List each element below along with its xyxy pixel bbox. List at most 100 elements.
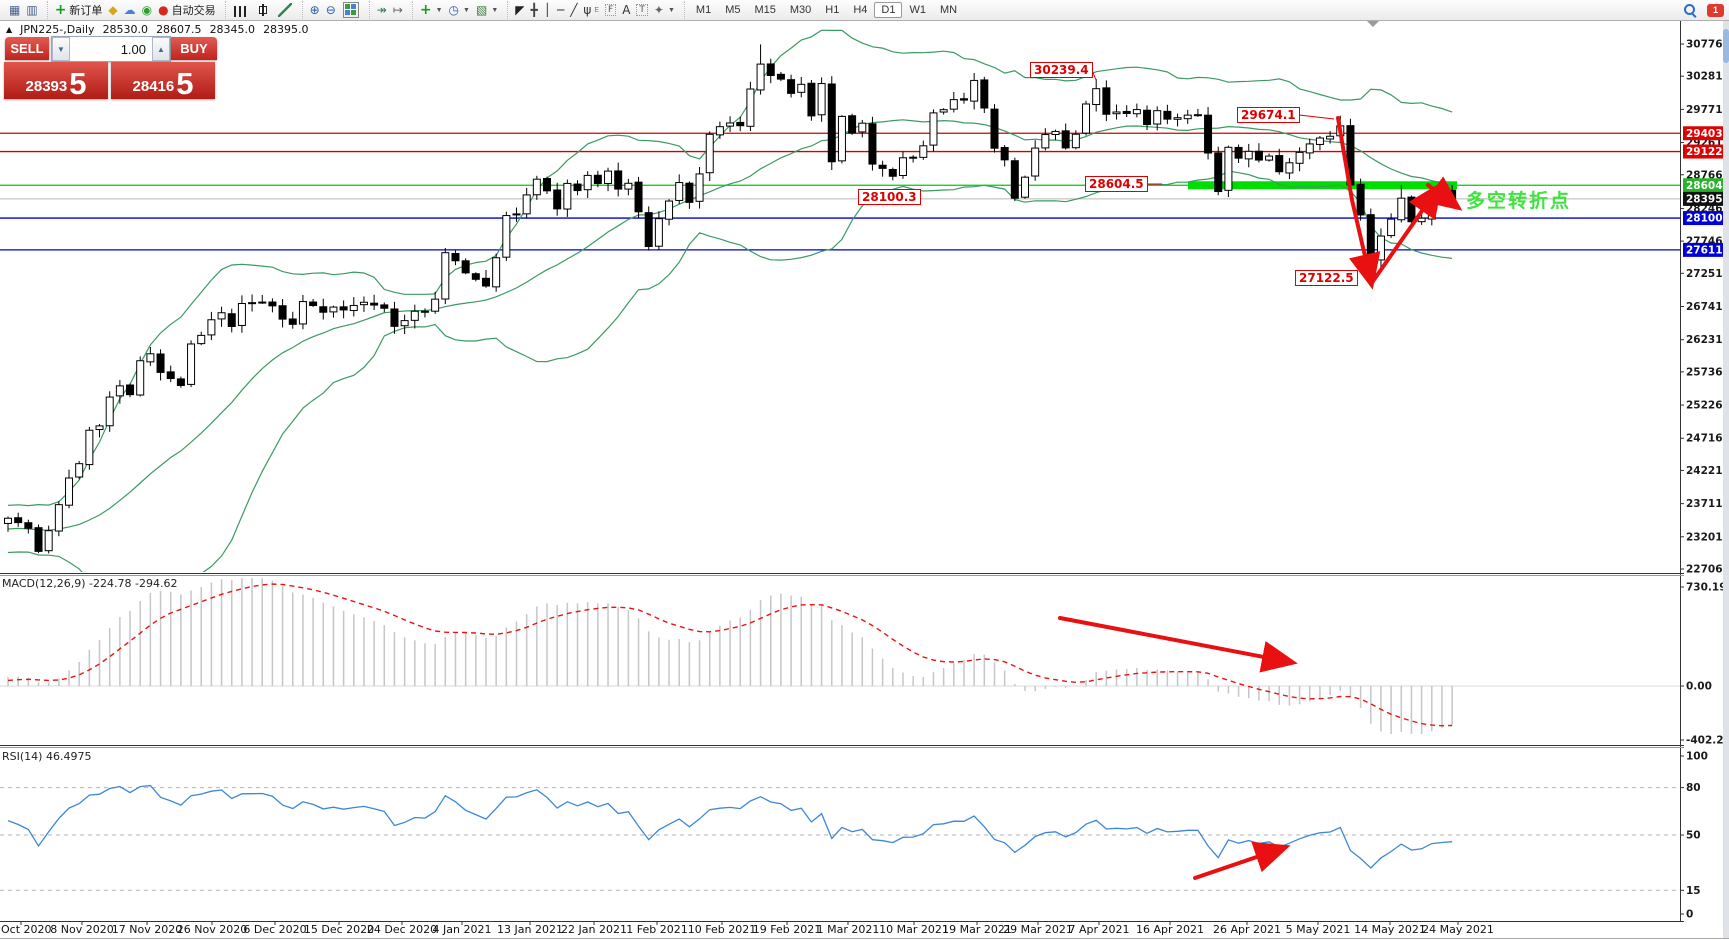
toolbar-group: ▦ ▥ [2, 1, 45, 19]
timeframe-m15[interactable]: M15 [754, 4, 776, 16]
trend-arrow-main-3[interactable] [1424, 176, 1463, 211]
new-order-button[interactable]: + 新订单 [52, 2, 106, 18]
arrows-icon[interactable]: ✦ ▼ [651, 2, 678, 18]
text-label-icon[interactable]: T [633, 2, 651, 18]
timeframe-h1[interactable]: H1 [825, 4, 840, 16]
trendline-icon-glyph: ╱ [570, 3, 578, 17]
buy-price-quote[interactable]: 28416 5 [111, 62, 215, 99]
trendline-icon[interactable]: ╱ [567, 2, 580, 18]
price-flag-28604.5[interactable]: 28604.5 [1085, 176, 1148, 192]
macd-values: -224.78 -294.62 [89, 577, 178, 590]
svg-text:4 Jan 2021: 4 Jan 2021 [433, 923, 492, 936]
buy-button[interactable]: BUY [171, 37, 217, 60]
tile-windows-icon[interactable] [339, 2, 363, 18]
candlestick-chart-icon[interactable] [252, 2, 274, 18]
text-icon[interactable]: A [619, 2, 633, 18]
svg-text:25736.0: 25736.0 [1686, 366, 1729, 378]
svg-text:24 Dec 2020: 24 Dec 2020 [367, 923, 437, 936]
volume-decrease-button[interactable]: ▼ [52, 37, 70, 61]
chart-title: ▲ JPN225-,Daily 28530.0 28607.5 28345.0 … [6, 23, 309, 36]
svg-text:28604.5: 28604.5 [1686, 180, 1729, 192]
vertical-line-icon[interactable]: │ [541, 2, 554, 18]
indicators-icon[interactable]: + ▼ [417, 2, 446, 18]
svg-text:1 Feb 2021: 1 Feb 2021 [626, 923, 687, 936]
volume-input[interactable]: 1.00 [120, 41, 146, 57]
notification-icon[interactable] [1707, 4, 1724, 17]
cursor-icon[interactable]: ◤ [512, 2, 527, 18]
volume-increase-button[interactable]: ▲ [152, 37, 170, 61]
chart-dropdown-triangle-icon[interactable] [1366, 20, 1380, 27]
vertical-scrollbar[interactable] [1723, 21, 1729, 938]
macd-signal-line [7, 583, 1453, 727]
equidistant-channel-icon-sub: E [594, 6, 600, 14]
line-chart-icon[interactable] [274, 2, 296, 18]
data-window-icon[interactable]: ▥ [23, 2, 40, 18]
candlestick-series[interactable] [4, 44, 1457, 554]
svg-text:10 Feb 2021: 10 Feb 2021 [688, 923, 756, 936]
volume-stepper: ▼ 1.00 ▲ [51, 36, 171, 62]
arrows-icon-glyph: ✦ [653, 3, 664, 17]
price-flag-27122.5[interactable]: 27122.5 [1295, 270, 1358, 286]
chart-shift-icon[interactable]: ↦ [390, 2, 406, 18]
templates-icon[interactable]: ▧ ▼ [473, 2, 501, 18]
svg-text:26 Nov 2020: 26 Nov 2020 [177, 923, 247, 936]
svg-text:29771.0: 29771.0 [1686, 104, 1729, 116]
turning-point-zone[interactable] [1188, 181, 1457, 190]
auto-scroll-icon-glyph: ↠ [376, 3, 387, 17]
svg-text:0: 0 [1686, 909, 1693, 921]
price-flag-28100.3[interactable]: 28100.3 [858, 189, 921, 205]
market-icon-glyph: ◆ [108, 3, 118, 17]
templates-icon-dropdown-icon[interactable]: ▼ [491, 6, 499, 14]
timeframe-m30[interactable]: M30 [789, 4, 812, 16]
svg-text:29 Mar 2021: 29 Mar 2021 [1003, 923, 1073, 936]
market-icon[interactable]: ◆ [105, 2, 120, 18]
svg-text:27251.0: 27251.0 [1686, 268, 1729, 280]
svg-text:22 Jan 2021: 22 Jan 2021 [561, 923, 627, 936]
new-chart-icon[interactable]: ▦ [6, 2, 23, 18]
scrollbar-thum b[interactable] [1723, 29, 1729, 63]
periods-icon-dropdown-icon[interactable]: ▼ [463, 6, 470, 14]
fibonacci-icon[interactable]: F [602, 2, 619, 18]
timeframe-d1[interactable]: D1 [874, 2, 903, 18]
zoom-out-icon[interactable]: ⊖ [323, 2, 339, 18]
price-flag-30239.4[interactable]: 30239.4 [1030, 62, 1093, 78]
zoom-in-icon[interactable]: ⊕ [307, 2, 323, 18]
sell-button[interactable]: SELL [5, 37, 49, 60]
timeframe-mn[interactable]: MN [939, 4, 958, 16]
trend-arrow-macd[interactable] [1058, 616, 1298, 673]
toolbar-group: + ▼ ◷ ▼ ▧ ▼ [411, 1, 505, 19]
autotrading-button[interactable]: ● 自动交易 [155, 2, 218, 18]
svg-text:50: 50 [1686, 830, 1701, 842]
periods-icon[interactable]: ◷ ▼ [446, 2, 473, 18]
community-icon[interactable]: ☁ [121, 2, 139, 18]
arrows-icon-dropdown-icon[interactable]: ▼ [667, 6, 675, 14]
crosshair-icon[interactable]: ╋ [527, 2, 540, 18]
timeframe-m1[interactable]: M1 [695, 4, 712, 16]
sell-price-pips: 5 [69, 66, 87, 101]
sell-price-quote[interactable]: 28393 5 [4, 62, 108, 99]
chart-shift-icon-glyph: ↦ [392, 3, 403, 17]
horizontal-line-icon-glyph: ─ [556, 3, 565, 17]
trend-arrow-main-1[interactable] [1336, 116, 1381, 290]
trend-arrow-rsi[interactable] [1193, 841, 1291, 880]
toolbar-group [224, 1, 300, 19]
price-flag-29674.1[interactable]: 29674.1 [1237, 107, 1300, 123]
signals-icon[interactable]: ◉ [139, 2, 155, 18]
new-chart-icon-glyph: ▦ [9, 3, 21, 17]
timeframe-m5[interactable]: M5 [725, 4, 741, 16]
sell-price-main: 28393 [25, 78, 68, 95]
auto-scroll-icon[interactable]: ↠ [374, 2, 390, 18]
svg-text:28766.0: 28766.0 [1686, 169, 1729, 181]
timeframe-h4[interactable]: H4 [853, 4, 868, 16]
buy-price-pips: 5 [176, 66, 194, 101]
search-icon[interactable] [1683, 3, 1697, 17]
one-click-trading-panel: SELL ▼ 1.00 ▲ BUY 28393 5 28416 5 [2, 36, 218, 99]
indicators-icon-dropdown-icon[interactable]: ▼ [435, 6, 443, 14]
horizontal-line-icon[interactable]: ─ [554, 2, 567, 18]
timeframe-w1[interactable]: W1 [909, 4, 926, 16]
open-value: 28530.0 [102, 23, 149, 36]
bar-chart-icon[interactable] [230, 2, 252, 18]
